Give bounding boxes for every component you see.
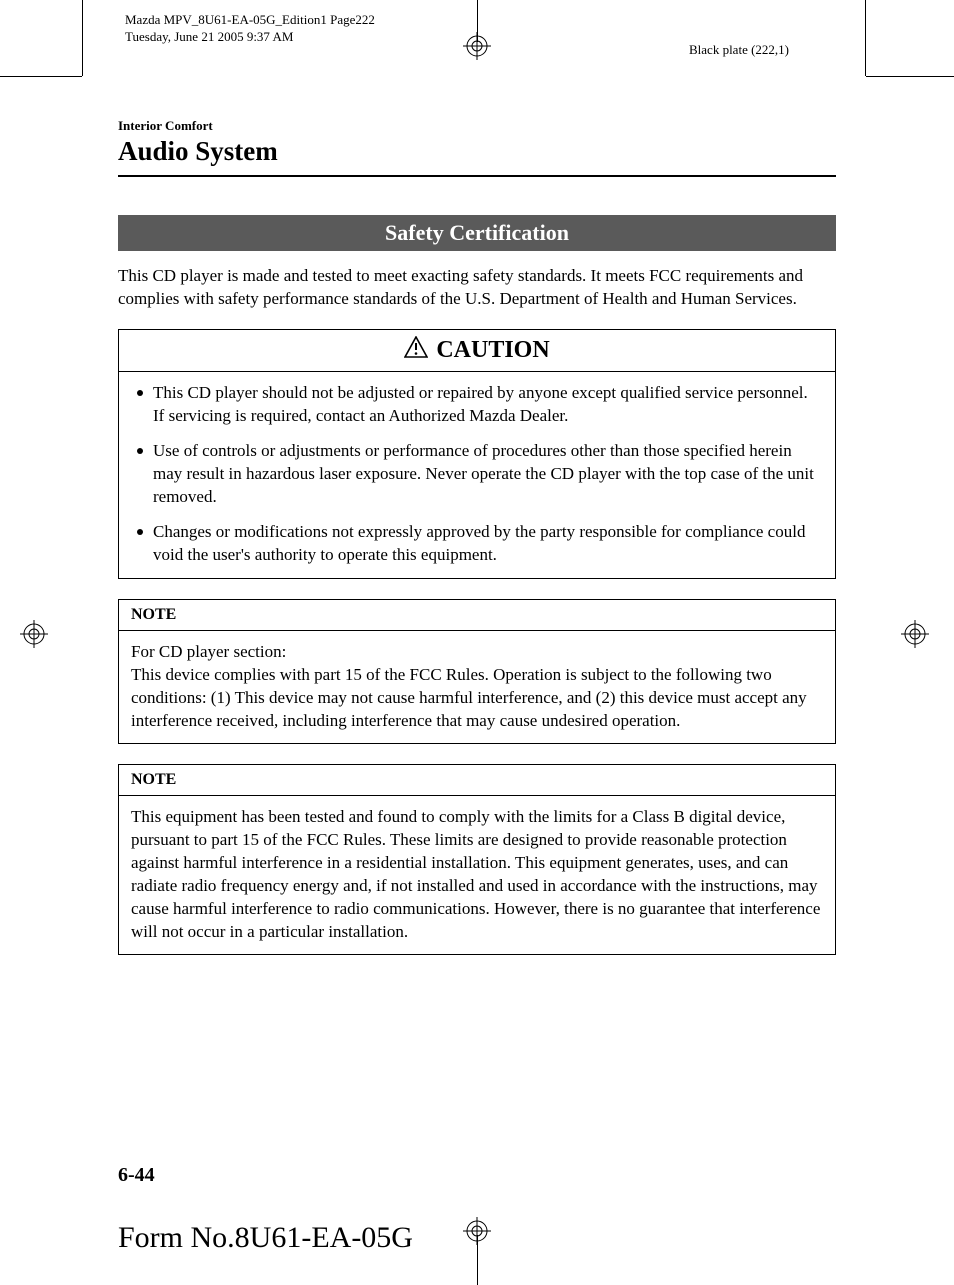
- caution-list-item: Use of controls or adjustments or perfor…: [133, 440, 821, 509]
- registration-mark-icon: [901, 620, 929, 648]
- document-meta-line1: Mazda MPV_8U61-EA-05G_Edition1 Page222: [125, 12, 375, 29]
- section-title: Audio System: [118, 136, 836, 167]
- crop-line: [82, 0, 83, 76]
- caution-header: CAUTION: [119, 330, 835, 372]
- document-meta: Mazda MPV_8U61-EA-05G_Edition1 Page222 T…: [125, 12, 375, 46]
- note-box: NOTE For CD player section:This device c…: [118, 599, 836, 744]
- note-body: For CD player section:This device compli…: [119, 631, 835, 743]
- crop-line: [866, 76, 954, 77]
- crop-line: [0, 76, 82, 77]
- black-plate-label: Black plate (222,1): [689, 42, 789, 58]
- page-number: 6-44: [118, 1164, 155, 1187]
- caution-label: CAUTION: [436, 337, 549, 364]
- intro-text: This CD player is made and tested to mee…: [118, 265, 836, 311]
- title-rule: [118, 175, 836, 177]
- registration-mark-icon: [20, 620, 48, 648]
- note-body: This equipment has been tested and found…: [119, 796, 835, 954]
- caution-list-item: Changes or modifications not expressly a…: [133, 521, 821, 567]
- caution-box: CAUTION This CD player should not be adj…: [118, 329, 836, 580]
- caution-list-item: This CD player should not be adjusted or…: [133, 382, 821, 428]
- document-meta-line2: Tuesday, June 21 2005 9:37 AM: [125, 29, 375, 46]
- page-content: Interior Comfort Audio System Safety Cer…: [118, 118, 836, 1165]
- warning-triangle-icon: [404, 336, 428, 365]
- breadcrumb: Interior Comfort: [118, 118, 836, 134]
- caution-list: This CD player should not be adjusted or…: [133, 382, 821, 567]
- crop-line: [865, 0, 866, 76]
- heading-bar: Safety Certification: [118, 215, 836, 251]
- registration-mark-icon: [463, 32, 491, 60]
- registration-mark-icon: [463, 1217, 491, 1245]
- form-number: Form No.8U61-EA-05G: [118, 1221, 413, 1255]
- caution-body: This CD player should not be adjusted or…: [119, 372, 835, 579]
- note-box: NOTE This equipment has been tested and …: [118, 764, 836, 955]
- note-label: NOTE: [119, 600, 835, 631]
- note-label: NOTE: [119, 765, 835, 796]
